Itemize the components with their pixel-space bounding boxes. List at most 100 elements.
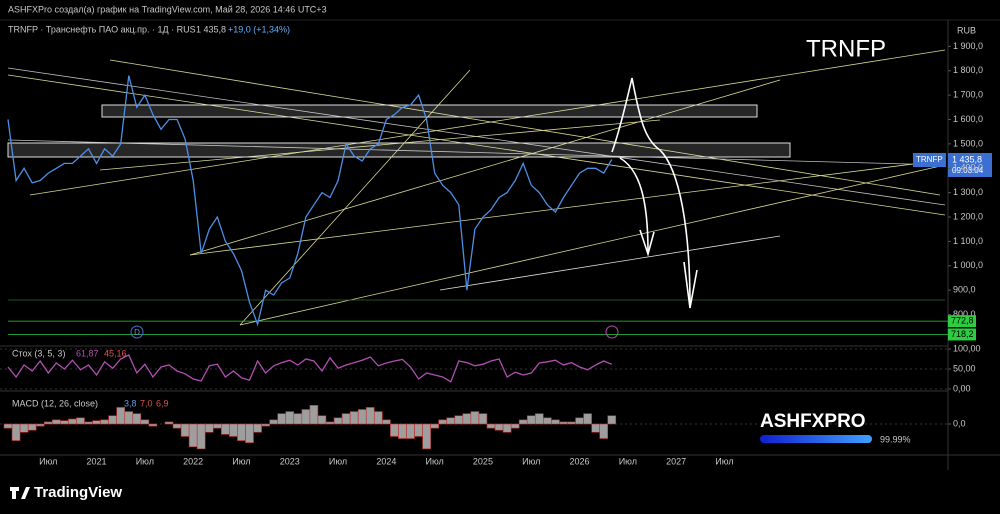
macd-bar [76,417,85,425]
macd-bar [140,419,150,425]
macd-bar [172,423,182,429]
macd-bar [148,423,158,427]
x-tick-label: 2023 [280,456,300,466]
trend-lines [7,49,946,326]
macd-bar [333,417,343,425]
y-tick-label: 800,0 [953,309,976,319]
macd-bar [43,421,53,425]
macd-bar [422,423,431,450]
watermark-brand: ASHFXPRO [760,411,866,432]
trend-line [189,159,946,256]
macd-bar [293,413,303,425]
x-tick-label: 2024 [376,456,396,466]
price-line [7,354,613,383]
trend-line [439,235,781,291]
zone-box [101,104,758,118]
trend-line [189,79,781,256]
macd-bar [325,421,335,425]
macd-bar [599,423,609,439]
macd-bar [470,411,480,425]
y-tick-label: 0,0 [953,418,966,428]
arrow [619,157,649,253]
macd-bar [51,419,61,425]
watermark-percent: 99.99% [880,434,911,444]
macd-bar [221,423,230,435]
macd-bar [213,423,222,429]
macd-bar [180,423,190,437]
macd-bar [543,417,552,425]
x-tick-label: 2026 [570,456,590,466]
macd-bar [462,413,472,425]
trend-line [7,74,946,216]
split-marker[interactable] [605,325,619,339]
macd-bar [567,421,576,425]
arrow-head [639,229,655,257]
x-tick-label: Июл [329,456,347,466]
macd-bar [526,415,536,425]
macd-bar [188,423,198,448]
x-tick-label: Июл [619,456,637,466]
y-tick-label: 1 900,0 [953,41,983,51]
macd-bar [317,415,327,425]
macd-bar [27,423,37,431]
trend-line [99,119,661,171]
level-tag [948,328,976,341]
macd-bar [454,415,464,425]
macd-reading: 7,0 [140,398,153,408]
macd-bar [341,413,351,425]
macd-bar [607,415,617,425]
macd-reading: 3,8 [124,398,137,408]
x-tick-label: Июл [232,456,250,466]
macd-bar [478,413,488,425]
y-tick-label: 1 400,0 [953,163,983,173]
forecast-arrows [611,77,698,309]
x-tick-label: Июл [522,456,540,466]
macd-bar [398,423,407,439]
macd-bar [494,423,504,431]
x-tick-label: Июл [39,456,57,466]
macd-bar [229,423,238,437]
zone-box [7,142,791,158]
y-tick-label: 1 700,0 [953,90,983,100]
y-tick-label: 1 100,0 [953,236,983,246]
macd-bar [269,419,278,425]
level-label: 772,8 [951,316,974,326]
x-tick-label: 2025 [473,456,493,466]
macd-bar [430,423,439,429]
y-tick-label: 0,00 [953,383,971,393]
macd-bar [559,421,568,425]
x-tick-label: 2021 [87,456,107,466]
macd-bar [446,417,456,425]
arrow-head [683,261,698,309]
y-tick-label: 100,00 [953,343,981,353]
macd-bar [60,420,69,425]
series-layer [0,75,948,450]
macd-bar [68,418,77,425]
y-tick-label: 1 600,0 [953,114,983,124]
macd-bar [245,423,254,443]
trend-line [239,164,946,326]
stoch-reading: 61,87 [76,348,99,358]
macd-bar [575,417,584,425]
level-label: 718,2 [951,329,974,339]
y-tick-label: 1 200,0 [953,211,983,221]
macd-bar [486,423,496,429]
arrow [611,77,691,306]
macd-bar [438,419,448,425]
event-marker[interactable] [130,325,144,339]
y-tick-label: 1 500,0 [953,138,983,148]
macd-bar [382,419,391,425]
macd-bar [19,423,29,433]
macd-bar [551,419,560,425]
macd-reading: 6,9 [156,398,169,408]
footer-logo: TradingView [34,484,122,501]
watermark-bar [760,435,872,443]
x-tick-label: Июл [715,456,733,466]
y-tick-label: 900,0 [953,285,976,295]
macd-bar [285,411,295,425]
x-tick-label: 2022 [183,456,203,466]
price-change: +19,0 (+1,34%) [228,24,290,34]
x-tick-label: Июл [136,456,154,466]
